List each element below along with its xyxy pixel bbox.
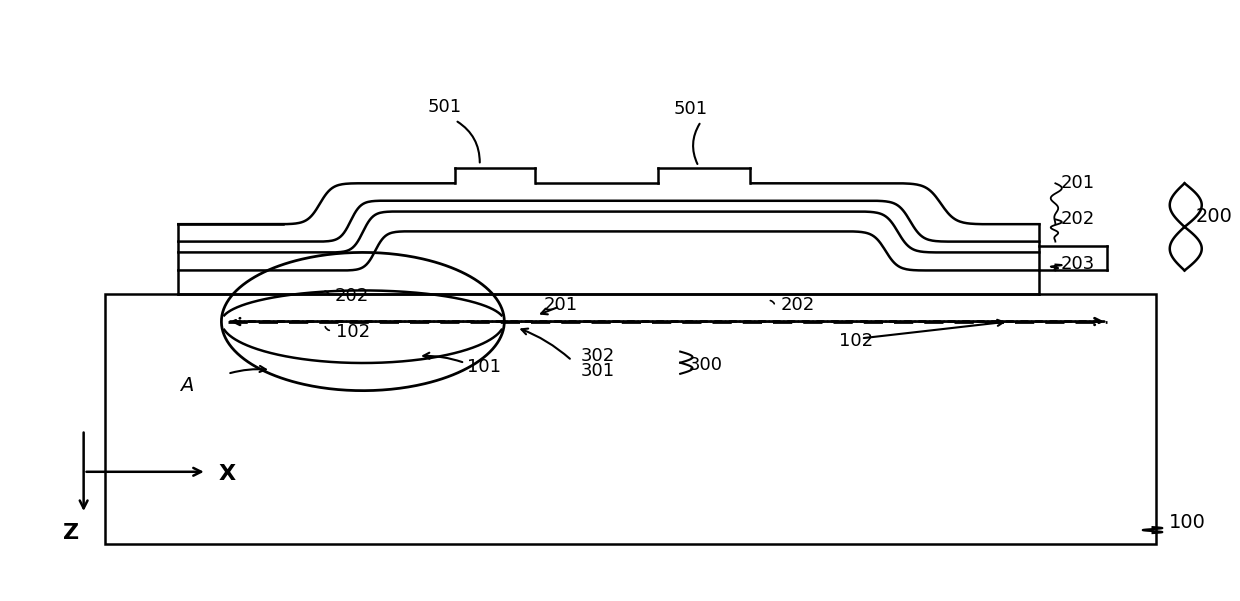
Text: 202: 202 bbox=[1060, 210, 1095, 228]
Bar bbox=[104, 294, 1156, 544]
Text: 101: 101 bbox=[467, 358, 501, 376]
Text: 200: 200 bbox=[1195, 207, 1233, 226]
Text: 102: 102 bbox=[336, 323, 370, 341]
Text: 300: 300 bbox=[688, 356, 723, 374]
Text: 501: 501 bbox=[675, 100, 708, 118]
Text: 201: 201 bbox=[1060, 174, 1095, 192]
Text: 302: 302 bbox=[580, 347, 615, 365]
Text: A: A bbox=[180, 376, 193, 395]
Text: 203: 203 bbox=[1060, 255, 1095, 273]
Text: Z: Z bbox=[63, 523, 79, 543]
Text: 202: 202 bbox=[781, 296, 816, 314]
Text: 102: 102 bbox=[839, 332, 873, 350]
Text: 202: 202 bbox=[335, 287, 368, 305]
Text: 201: 201 bbox=[543, 296, 578, 314]
Text: 100: 100 bbox=[1168, 513, 1205, 532]
Text: 501: 501 bbox=[428, 98, 463, 116]
Text: X: X bbox=[219, 463, 236, 484]
Text: 301: 301 bbox=[580, 362, 615, 380]
